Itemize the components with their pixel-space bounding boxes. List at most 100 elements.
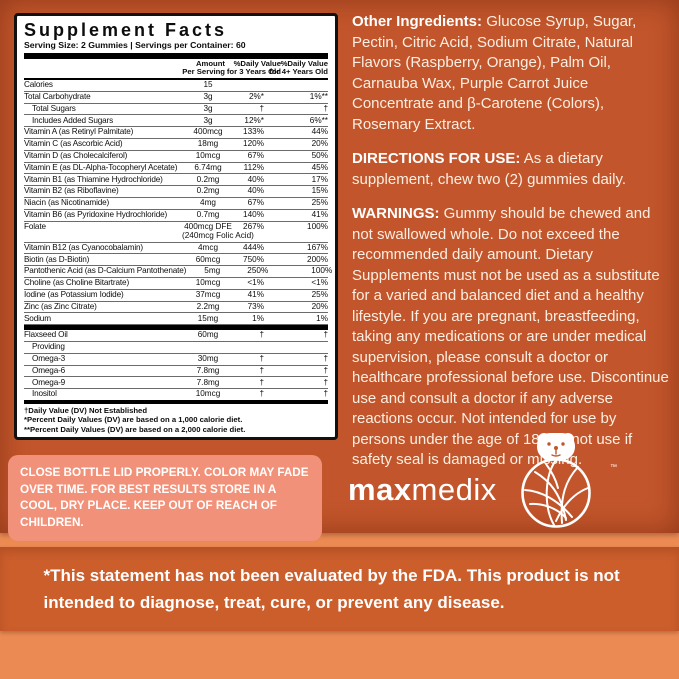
table-row: Omega-6 7.8mg † †	[24, 366, 328, 378]
nutrient-dv-3yr: <1%	[247, 278, 264, 288]
table-row: Flaxseed Oil 60mg † †	[24, 330, 328, 342]
nutrient-amount: 30mg	[197, 354, 219, 364]
nutrient-dv-4yr: <1%	[311, 278, 328, 288]
table-row: Sodium 15mg 1% 1%	[24, 313, 328, 326]
facts-table-body: Calories 15 Total Carbohydrate 3g 2%* 1%** Tot…	[24, 80, 332, 400]
table-row: Inositol 10mcg † †	[24, 389, 328, 400]
table-row: Niacin (as Nicotinamide) 4mg 67% 25%	[24, 198, 328, 210]
nutrient-name: Vitamin D (as Cholecalciferol)	[24, 151, 128, 161]
nutrient-name: Vitamin E (as DL-Alpha-Tocopheryl Acetat…	[24, 162, 178, 172]
nutrient-dv-4yr: 45%	[311, 162, 328, 172]
nutrient-dv-3yr: †	[259, 389, 264, 399]
nutrient-name: Biotin (as D-Biotin)	[24, 254, 90, 264]
other-ingredients-label: Other Ingredients:	[352, 13, 483, 30]
nutrient-dv-4yr: 100%	[307, 221, 328, 231]
nutrient-dv-3yr: 12%*	[244, 115, 264, 125]
nutrient-amount: 7.8mg	[196, 365, 220, 375]
nutrient-dv-3yr: 112%	[243, 162, 264, 172]
nutrient-dv-4yr: 50%	[311, 151, 328, 161]
nutrient-amount: 18mg	[197, 139, 219, 149]
divider-thick	[24, 53, 328, 59]
table-section-divider	[24, 325, 328, 331]
nutrient-name: Inositol	[32, 389, 57, 399]
nutrient-dv-3yr: 1%	[252, 313, 264, 323]
other-ingredients-paragraph: Other Ingredients: Glucose Syrup, Sugar,…	[352, 12, 669, 135]
nutrient-amount: 3g	[203, 92, 213, 102]
nutrient-dv-4yr: 167%	[307, 242, 328, 252]
nutrient-amount: 6.74mg	[194, 162, 222, 172]
table-row: Vitamin A (as Retinyl Palmitate) 400mcg 13…	[24, 127, 328, 139]
nutrient-name: Sodium	[24, 313, 51, 323]
facts-column-headers: Amount Per Serving %Daily Value for 3 Ye…	[24, 59, 328, 80]
nutrient-dv-3yr: 140%	[243, 210, 264, 220]
nutrient-dv-3yr: †	[259, 365, 264, 375]
nutrient-dv-4yr: 1%	[316, 313, 328, 323]
footnote: *Percent Daily Values (DV) are based on …	[24, 415, 243, 425]
nutrient-dv-4yr: 20%	[311, 301, 328, 311]
nutrient-amount: 0.2mg	[196, 186, 220, 196]
table-row: Vitamin D (as Cholecalciferol) 10mcg 67% 50…	[24, 151, 328, 163]
nutrient-dv-3yr: 73%	[247, 301, 264, 311]
nutrient-dv-3yr: 67%	[247, 198, 264, 208]
nutrient-dv-3yr: 67%	[247, 151, 264, 161]
nutrient-dv-4yr: 20%	[311, 139, 328, 149]
nutrient-dv-4yr: 1%**	[309, 92, 328, 102]
nutrient-dv-4yr: †	[323, 330, 328, 340]
nutrient-dv-4yr: 25%	[311, 290, 328, 300]
nutrient-name: Vitamin B6 (as Pyridoxine Hydrochloride)	[24, 210, 168, 220]
footnote: **Percent Daily Values (DV) are based on…	[24, 424, 246, 434]
nutrient-dv-4yr: †	[323, 103, 328, 113]
nutrient-dv-4yr: 15%	[311, 186, 328, 196]
nutrient-name: Flaxseed Oil	[24, 330, 68, 340]
nutrient-amount: 60mcg	[195, 254, 221, 264]
nutrient-name: Pantothenic Acid (as D-Calcium Pantothen…	[24, 266, 187, 276]
directions-label: DIRECTIONS FOR USE:	[352, 150, 521, 167]
nutrient-name: Vitamin A (as Retinyl Palmitate)	[24, 127, 134, 137]
table-row: Omega-9 7.8mg † †	[24, 377, 328, 390]
storage-notice-box: CLOSE BOTTLE LID PROPERLY. COLOR MAY FAD…	[8, 455, 322, 541]
table-row: Choline (as Choline Bitartrate) 10mcg <1% <…	[24, 278, 328, 290]
table-row: Providing	[24, 342, 328, 354]
nutrient-dv-4yr: †	[323, 389, 328, 399]
other-ingredients-text: Glucose Syrup, Sugar, Pectin, Citric Aci…	[352, 13, 637, 133]
nutrient-name: Total Carbohydrate	[24, 92, 91, 102]
nutrient-dv-3yr: 267%	[243, 221, 264, 231]
warnings-label: WARNINGS:	[352, 205, 440, 222]
fda-disclaimer-text: *This statement has not been evaluated b…	[43, 566, 620, 612]
table-row: Zinc (as Zinc Citrate) 2.2mg 73% 20%	[24, 302, 328, 314]
nutrient-amount: 4mcg	[197, 242, 219, 252]
nutrient-name: Niacin (as Nicotinamide)	[24, 198, 110, 208]
table-row: Omega-3 30mg † †	[24, 354, 328, 366]
warnings-text: Gummy should be chewed and not swallowed…	[352, 205, 669, 468]
table-row: Folate 400mcg DFE (240mcg Folic Acid) 267% 1…	[24, 222, 328, 243]
column-header-dv-4yr: %Daily Value for 4+ Years Old	[269, 58, 328, 77]
nutrient-dv-3yr: 40%	[247, 174, 264, 184]
nutrient-dv-3yr: 40%	[247, 186, 264, 196]
nutrient-name: Zinc (as Zinc Citrate)	[24, 301, 97, 311]
nutrient-amount: 0.7mg	[196, 210, 220, 220]
label-right-column: Other Ingredients: Glucose Syrup, Sugar,…	[352, 12, 669, 485]
table-row: Total Carbohydrate 3g 2%* 1%**	[24, 92, 328, 104]
nutrient-dv-3yr: 444%	[243, 242, 264, 252]
table-row: Includes Added Sugars 3g 12%* 6%**	[24, 115, 328, 128]
table-row: Biotin (as D-Biotin) 60mcg 750% 200%	[24, 254, 328, 267]
table-row: Vitamin B1 (as Thiamine Hydrochloride) 0.…	[24, 174, 328, 187]
nutrient-dv-4yr: †	[323, 354, 328, 364]
directions-text: As a dietary supplement, chew two (2) gu…	[352, 150, 626, 188]
nutrient-dv-3yr: †	[259, 103, 264, 113]
label-top-section: Supplement Facts Serving Size: 2 Gummies…	[0, 0, 679, 541]
nutrient-name: Providing	[32, 342, 65, 352]
table-row: Vitamin B6 (as Pyridoxine Hydrochloride)…	[24, 210, 328, 222]
nutrient-dv-3yr: 41%	[247, 290, 264, 300]
nutrient-amount: 400mcg	[193, 127, 223, 137]
nutrient-amount: 7.8mg	[196, 377, 220, 387]
nutrient-name: Folate	[24, 221, 46, 231]
nutrient-name: Omega-6	[32, 365, 66, 375]
nutrient-amount: 10mcg	[195, 151, 221, 161]
nutrient-amount: 37mcg	[195, 290, 221, 300]
fda-disclaimer-banner: *This statement has not been evaluated b…	[0, 547, 679, 631]
nutrient-dv-4yr: 44%	[311, 127, 328, 137]
nutrient-amount: 5mg	[204, 266, 221, 276]
nutrient-name: Vitamin B12 (as Cyanocobalamin)	[24, 242, 143, 252]
nutrient-amount: 15	[203, 80, 213, 90]
